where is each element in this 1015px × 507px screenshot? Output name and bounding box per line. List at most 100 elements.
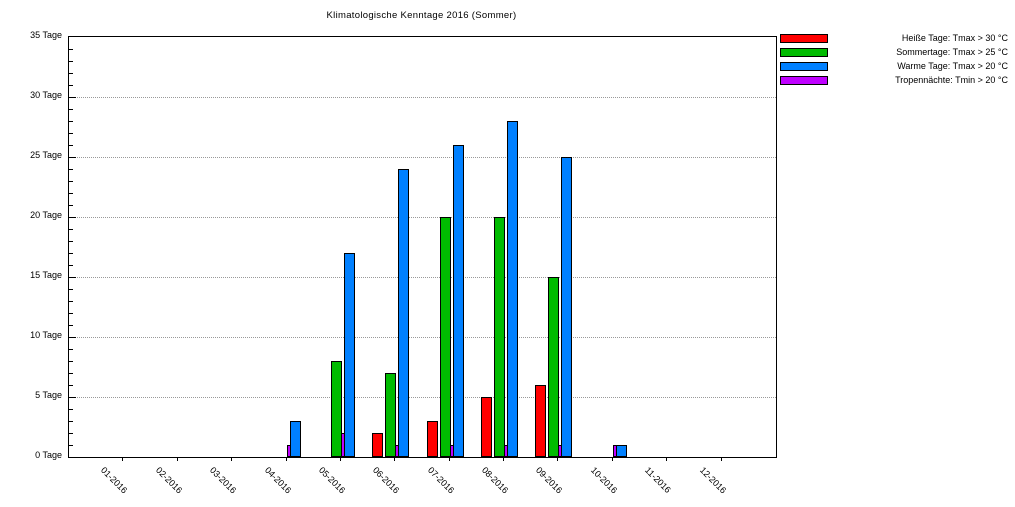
chart-legend: Heiße Tage: Tmax > 30 °C Sommertage: Tmax… xyxy=(780,31,1008,87)
legend-swatch-heisse-tage xyxy=(780,33,828,43)
y-tick-label-25: 25 Tage xyxy=(30,150,62,160)
y-tick-24 xyxy=(69,169,73,170)
x-tick-02-2016 xyxy=(177,457,178,461)
bar-sommertage-08-2016 xyxy=(494,217,506,457)
y-tick-1 xyxy=(69,445,73,446)
y-tick-label-15: 15 Tage xyxy=(30,270,62,280)
y-tick-label-20: 20 Tage xyxy=(30,210,62,220)
y-tick-3 xyxy=(69,421,73,422)
y-tick-17 xyxy=(69,253,73,254)
x-tick-label-01-2016: 01-2016 xyxy=(99,465,130,496)
gridline-5 xyxy=(69,397,776,398)
y-tick-4 xyxy=(69,409,73,410)
y-tick-23 xyxy=(69,181,73,182)
y-tick-10 xyxy=(69,337,76,338)
bar-heisse-tage-06-2016 xyxy=(372,433,384,457)
y-tick-32 xyxy=(69,73,73,74)
y-tick-12 xyxy=(69,313,73,314)
x-tick-06-2016 xyxy=(394,457,395,461)
bar-warme-tage-07-2016 xyxy=(452,145,464,457)
legend-swatch-tropennaechte xyxy=(780,75,828,85)
gridline-30 xyxy=(69,97,776,98)
y-tick-7 xyxy=(69,373,73,374)
x-tick-10-2016 xyxy=(612,457,613,461)
legend-item-tropennaechte: Tropennächte: Tmin > 20 °C xyxy=(780,73,1008,87)
x-tick-04-2016 xyxy=(286,457,287,461)
y-tick-31 xyxy=(69,85,73,86)
x-tick-label-02-2016: 02-2016 xyxy=(153,465,185,496)
legend-label-heisse-tage: Heiße Tage: Tmax > 30 °C xyxy=(901,33,1008,43)
x-tick-label-06-2016: 06-2016 xyxy=(371,465,402,496)
y-tick-6 xyxy=(69,385,73,386)
x-tick-label-04-2016: 04-2016 xyxy=(262,465,293,496)
bar-warme-tage-08-2016 xyxy=(507,121,519,457)
legend-swatch-sommertage xyxy=(780,47,828,57)
x-tick-label-09-2016: 09-2016 xyxy=(534,465,565,496)
legend-label-warme-tage: Warme Tage: Tmax > 20 °C xyxy=(897,61,1008,71)
legend-label-tropennaechte: Tropennächte: Tmin > 20 °C xyxy=(895,75,1008,85)
chart-title: Klimatologische Kenntage 2016 (Sommer) xyxy=(326,10,517,21)
gridline-10 xyxy=(69,337,776,338)
x-tick-label-05-2016: 05-2016 xyxy=(316,465,348,496)
gridline-15 xyxy=(69,277,776,278)
y-tick-2 xyxy=(69,433,73,434)
x-tick-label-07-2016: 07-2016 xyxy=(425,465,457,496)
x-tick-11-2016 xyxy=(666,457,667,461)
y-tick-27 xyxy=(69,133,73,134)
plot-area xyxy=(68,36,777,458)
legend-label-sommertage: Sommertage: Tmax > 25 °C xyxy=(896,47,1008,57)
legend-swatch-warme-tage xyxy=(780,61,828,71)
x-tick-label-08-2016: 08-2016 xyxy=(479,465,511,496)
y-tick-33 xyxy=(69,61,73,62)
y-tick-9 xyxy=(69,349,73,350)
y-tick-30 xyxy=(69,97,76,98)
y-tick-16 xyxy=(69,265,73,266)
y-tick-label-5: 5 Tage xyxy=(35,390,62,400)
y-tick-21 xyxy=(69,205,73,206)
y-tick-14 xyxy=(69,289,73,290)
x-tick-12-2016 xyxy=(721,457,722,461)
legend-item-sommertage: Sommertage: Tmax > 25 °C xyxy=(780,45,1008,59)
bar-heisse-tage-09-2016 xyxy=(535,385,547,457)
bar-sommertage-09-2016 xyxy=(548,277,560,457)
legend-item-warme-tage: Warme Tage: Tmax > 20 °C xyxy=(780,59,1008,73)
y-tick-18 xyxy=(69,241,73,242)
y-tick-28 xyxy=(69,121,73,122)
y-tick-29 xyxy=(69,109,73,110)
bar-heisse-tage-08-2016 xyxy=(481,397,493,457)
legend-item-heisse-tage: Heiße Tage: Tmax > 30 °C xyxy=(780,31,1008,45)
x-tick-08-2016 xyxy=(503,457,504,461)
y-tick-label-10: 10 Tage xyxy=(30,330,62,340)
x-tick-05-2016 xyxy=(340,457,341,461)
y-tick-13 xyxy=(69,301,73,302)
gridline-20 xyxy=(69,217,776,218)
x-tick-label-11-2016: 11-2016 xyxy=(643,465,674,495)
bar-warme-tage-04-2016 xyxy=(289,421,301,457)
x-tick-01-2016 xyxy=(122,457,123,461)
gridline-25 xyxy=(69,157,776,158)
y-tick-15 xyxy=(69,277,76,278)
y-tick-label-35: 35 Tage xyxy=(30,30,62,40)
y-tick-11 xyxy=(69,325,73,326)
y-tick-5 xyxy=(69,397,76,398)
y-tick-8 xyxy=(69,361,73,362)
x-tick-07-2016 xyxy=(449,457,450,461)
bar-sommertage-06-2016 xyxy=(385,373,397,457)
x-tick-03-2016 xyxy=(231,457,232,461)
y-tick-19 xyxy=(69,229,73,230)
y-tick-26 xyxy=(69,145,73,146)
y-tick-20 xyxy=(69,217,76,218)
bar-warme-tage-06-2016 xyxy=(398,169,410,457)
x-tick-label-12-2016: 12-2016 xyxy=(697,465,728,496)
y-tick-label-30: 30 Tage xyxy=(30,90,62,100)
bar-heisse-tage-07-2016 xyxy=(426,421,438,457)
bar-warme-tage-10-2016 xyxy=(615,445,627,457)
y-tick-34 xyxy=(69,49,73,50)
x-tick-label-10-2016: 10-2016 xyxy=(588,465,620,496)
bar-warme-tage-09-2016 xyxy=(561,157,573,457)
y-tick-22 xyxy=(69,193,73,194)
bar-warme-tage-05-2016 xyxy=(343,253,355,457)
bar-sommertage-05-2016 xyxy=(330,361,342,457)
y-tick-25 xyxy=(69,157,76,158)
